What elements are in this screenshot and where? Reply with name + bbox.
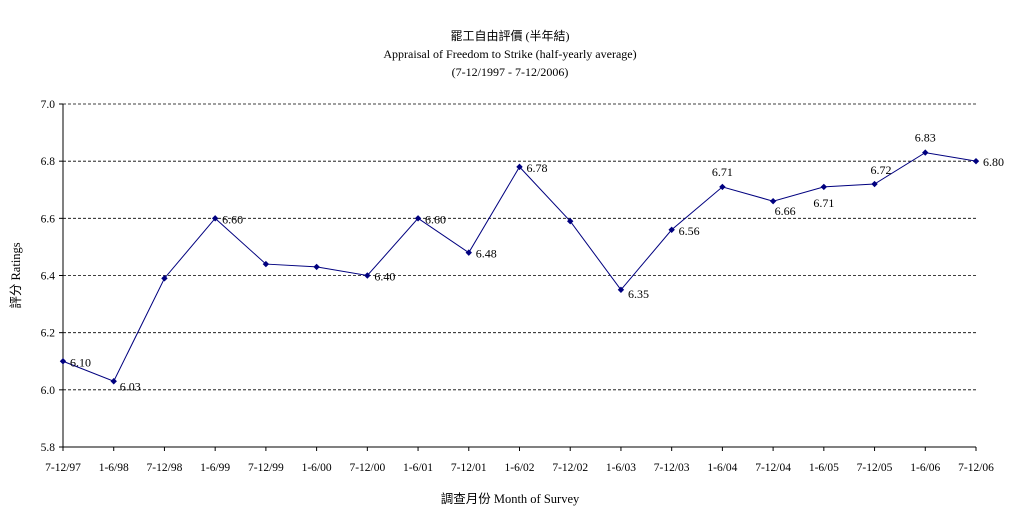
x-tick-label: 7-12/99 <box>248 462 284 474</box>
x-tick-label: 1-6/99 <box>200 462 230 474</box>
data-point <box>516 163 523 171</box>
chart-title: Appraisal of Freedom to Strike (half-yea… <box>383 47 636 61</box>
series-ratings <box>59 149 980 385</box>
data-point <box>567 217 574 225</box>
x-tick-label: 7-12/00 <box>349 462 385 474</box>
y-tick-label: 6.2 <box>41 328 56 340</box>
data-labels: 6.10 6.03 6.60 6.40 6.60 6.48 6.78 6.35 6.56 6.71… <box>70 131 1004 394</box>
data-label: 6.03 <box>120 379 141 393</box>
data-label: 6.83 <box>915 131 936 145</box>
x-tick-label: 1-6/00 <box>302 462 332 474</box>
data-point <box>871 180 878 188</box>
series-line <box>62 152 977 382</box>
data-label: 6.10 <box>70 355 91 369</box>
data-point <box>313 263 320 271</box>
x-tick-label: 7-12/97 <box>45 462 81 474</box>
x-tick-label: 7-12/01 <box>451 462 487 474</box>
data-point <box>769 197 777 205</box>
data-point <box>161 275 168 282</box>
axes <box>59 103 977 451</box>
x-axis-title: 調查月份 Month of Survey <box>441 492 580 506</box>
x-tick-label: 7-12/06 <box>958 462 994 474</box>
gridlines <box>63 103 976 391</box>
x-tick-label: 7-12/04 <box>755 462 791 474</box>
x-tick-label: 7-12/98 <box>147 462 183 474</box>
chart-subtitle: (7-12/1997 - 7-12/2006) <box>452 65 569 79</box>
data-label: 6.60 <box>425 212 446 226</box>
data-label: 6.35 <box>628 287 649 301</box>
data-point <box>262 260 270 268</box>
data-point <box>820 183 828 191</box>
y-tick-label: 5.8 <box>41 442 56 454</box>
y-tick-label: 6.8 <box>41 156 56 168</box>
x-tick-label: 7-12/02 <box>552 462 588 474</box>
data-point <box>110 378 117 385</box>
x-tick-label: 1-6/01 <box>403 462 433 474</box>
chart-title-group: 罷工自由評價 (半年結) Appraisal of Freedom to Str… <box>383 28 636 79</box>
data-label: 6.71 <box>813 196 834 210</box>
chart-title-chinese: 罷工自由評價 (半年結) <box>451 28 570 43</box>
data-label: 6.40 <box>374 270 395 284</box>
data-point <box>211 215 219 222</box>
data-label: 6.56 <box>679 224 700 238</box>
data-point <box>719 183 726 191</box>
data-label: 6.71 <box>712 165 733 179</box>
x-tick-label: 1-6/06 <box>910 462 940 474</box>
x-tick-labels: 7-12/97 1-6/98 7-12/98 1-6/99 7-12/99 1-6/00 7… <box>45 462 994 474</box>
data-point <box>364 272 371 279</box>
data-label: 6.48 <box>476 247 497 261</box>
x-tick-label: 1-6/02 <box>504 462 534 474</box>
y-tick-label: 6.0 <box>41 385 56 397</box>
x-tick-label: 1-6/05 <box>809 462 839 474</box>
data-point <box>668 226 675 233</box>
y-tick-label: 7.0 <box>41 99 56 111</box>
x-tick-label: 1-6/04 <box>707 462 737 474</box>
data-point <box>465 249 472 256</box>
data-point <box>922 149 929 156</box>
data-point <box>617 286 625 293</box>
data-label: 6.66 <box>775 204 796 218</box>
data-label: 6.60 <box>222 212 243 226</box>
data-point <box>414 215 422 222</box>
data-label: 6.80 <box>983 155 1004 169</box>
data-label: 6.72 <box>871 163 892 177</box>
y-tick-label: 6.6 <box>41 213 56 225</box>
x-tick-label: 7-12/05 <box>857 462 893 474</box>
x-tick-label: 7-12/03 <box>654 462 690 474</box>
x-tick-label: 1-6/03 <box>606 462 636 474</box>
y-tick-label: 6.4 <box>41 271 56 283</box>
data-label: 6.78 <box>527 161 548 175</box>
y-tick-labels: 5.8 6.0 6.2 6.4 6.6 6.8 7.0 <box>41 99 56 454</box>
x-tick-label: 1-6/98 <box>99 462 129 474</box>
data-point <box>972 157 980 165</box>
y-axis-title: 評分 Ratings <box>8 242 23 308</box>
data-point <box>59 358 67 365</box>
